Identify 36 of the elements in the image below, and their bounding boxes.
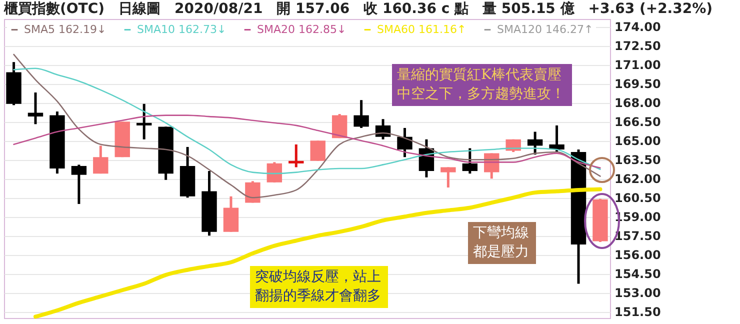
y-tick-label: 165.00 (614, 134, 661, 148)
y-tick-label: 156.00 (614, 248, 661, 262)
line-series (33, 187, 602, 319)
legend-label: SMA20 162.85↓ (257, 22, 346, 36)
candlestick (28, 91, 44, 126)
y-tick-label: 163.50 (614, 153, 661, 168)
candlestick (440, 166, 456, 189)
legend-label: SMA60 161.16↑ (377, 22, 466, 36)
legend-label: SMA120 146.27↑ (497, 22, 594, 36)
candlestick (397, 126, 412, 158)
y-tick-label: 151.50 (614, 305, 661, 320)
y-tick-label: 169.50 (614, 77, 661, 92)
chart-title: 櫃買指數(OTC) 日線圖 2020/08/21 開 157.06 收 160.36 c 點 量 505.15 億 +3.63 (+2.32%) (3, 0, 713, 17)
y-tick-label: 162.00 (614, 172, 661, 186)
y-tick-label: 166.50 (614, 115, 661, 130)
candlestick (462, 146, 478, 175)
y-tick-label: 168.00 (614, 96, 661, 110)
y-tick-label: 171.00 (614, 58, 661, 72)
annotation: 突破均線反壓，站上翻揚的季線才會翻多 (250, 266, 388, 308)
candlestick (354, 98, 369, 130)
y-tick-label: 153.00 (614, 286, 661, 300)
legend-label: SMA10 162.73↓ (137, 22, 226, 36)
candlestick (288, 143, 304, 168)
candlestick (93, 144, 108, 175)
y-tick-label: 172.50 (614, 39, 661, 54)
candlestick (71, 163, 87, 206)
candlestick (527, 130, 543, 156)
y-tick-label: 154.50 (614, 267, 661, 282)
candlestick (136, 102, 152, 141)
annotation: 量縮的實質紅K棒代表賣壓中空之下，多方趨勢進攻！ (392, 64, 572, 106)
candlestick (266, 160, 282, 184)
annotation: 下彎均線都是壓力 (468, 222, 536, 264)
candlestick (310, 139, 326, 162)
y-tick-label: 174.00 (614, 20, 661, 34)
legend-label: SMA5 162.19↓ (24, 22, 106, 36)
y-tick-label: 160.50 (614, 191, 661, 206)
